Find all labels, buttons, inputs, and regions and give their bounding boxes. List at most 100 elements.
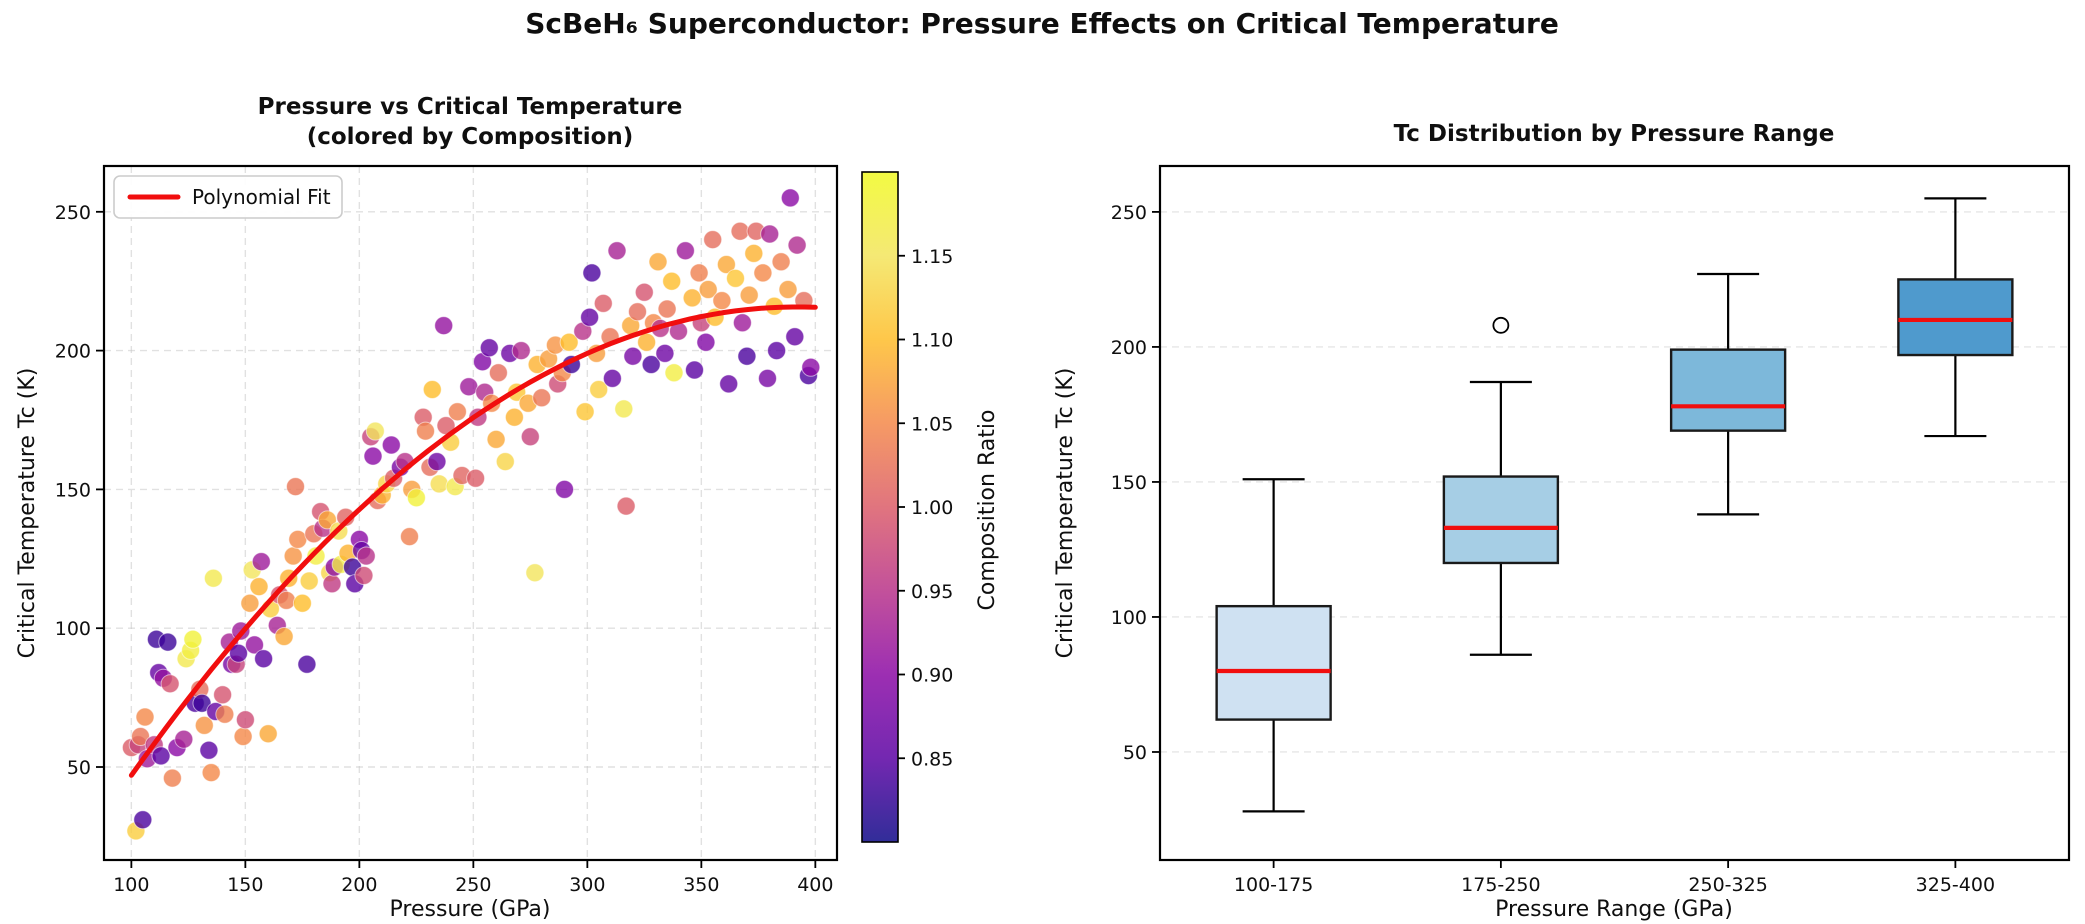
scatter-point	[719, 374, 739, 394]
scatter-point	[657, 299, 677, 319]
scatter-point	[495, 452, 515, 472]
scatter-point	[664, 363, 684, 383]
y-tick-label: 250	[1111, 202, 1147, 224]
scatter-points	[121, 188, 821, 841]
scatter-point	[183, 629, 203, 649]
scatter-point	[504, 407, 524, 427]
box-175-250	[1442, 316, 1560, 656]
scatter-point	[696, 332, 716, 352]
x-tick-label: 250	[455, 874, 491, 896]
colorbar-tick-label: 0.95	[911, 581, 953, 603]
y-tick-label: 250	[55, 202, 91, 224]
scatter-point	[737, 346, 757, 366]
colorbar-tick-label: 0.85	[911, 748, 953, 770]
scatter-point	[486, 429, 506, 449]
scatter-point	[778, 280, 798, 299]
scatter-point	[479, 338, 499, 358]
scatter-point	[286, 477, 305, 497]
scatter-point	[637, 332, 657, 352]
x-tick-label: 100	[113, 874, 149, 896]
scatter-point	[771, 252, 791, 272]
box-250-325	[1669, 272, 1787, 516]
scatter-point	[648, 252, 668, 272]
scatter-point	[245, 635, 264, 655]
scatter-point	[299, 571, 319, 591]
box-325-400	[1897, 197, 2014, 438]
scatter-point	[767, 341, 787, 361]
scatter-point	[151, 746, 171, 766]
scatter-point	[593, 293, 613, 313]
scatter-point	[400, 527, 419, 547]
x-tick-label: 175-250	[1461, 874, 1540, 896]
scatter-point	[726, 268, 745, 288]
scatter-point	[251, 552, 271, 572]
scatter-point	[240, 593, 260, 613]
scatter-point	[634, 282, 654, 302]
scatter-point	[199, 740, 219, 760]
scatter-point	[732, 313, 752, 333]
scatter-point	[801, 357, 821, 377]
left-plot-title-line2: (colored by Composition)	[307, 124, 634, 150]
left-plot-title-line1: Pressure vs Critical Temperature	[258, 94, 683, 120]
x-tick-label: 200	[341, 874, 377, 896]
scatter-point	[356, 546, 376, 566]
scatter-point	[429, 474, 449, 494]
scatter-point	[623, 346, 643, 366]
scatter-point	[201, 763, 221, 783]
y-tick-label: 50	[67, 757, 91, 779]
scatter-point	[254, 649, 274, 669]
scatter-point	[233, 727, 253, 746]
scatter-point	[655, 343, 675, 363]
scatter-point	[174, 729, 194, 749]
x-tick-label: 150	[227, 874, 263, 896]
colorbar-tick-label: 1.00	[911, 497, 953, 519]
legend-label: Polynomial Fit	[192, 185, 331, 209]
scatter-point	[363, 446, 383, 466]
x-tick-label: 325-400	[1916, 874, 1995, 896]
scatter-point	[162, 768, 182, 788]
scatter-point	[602, 368, 622, 388]
boxplot-subplot: 50 100 150 200 250 100-175 175-250 250-325 325-4…	[1111, 164, 2071, 896]
scatter-point	[739, 285, 759, 305]
x-tick-label: 400	[797, 874, 833, 896]
scatter-point	[703, 230, 723, 250]
scatter-point	[194, 715, 214, 735]
y-tick-label: 200	[1111, 337, 1147, 359]
scatter-point	[466, 468, 486, 488]
scatter-point	[575, 402, 595, 422]
scatter-point	[525, 563, 545, 583]
scatter-point	[354, 566, 374, 585]
scatter-point	[744, 243, 764, 263]
legend: Polynomial Fit	[113, 175, 343, 219]
scatter-point	[459, 377, 479, 397]
scatter-point	[292, 593, 312, 613]
scatter-point	[662, 271, 682, 291]
scatter-point	[427, 452, 447, 472]
scatter-point	[317, 510, 337, 530]
scatter-point	[532, 388, 552, 408]
scatter-point	[607, 241, 627, 261]
figure-title: ScBeH₆ Superconductor: Pressure Effects …	[525, 7, 1559, 40]
y-tick-label: 100	[55, 618, 91, 640]
scatter-point	[785, 327, 805, 347]
scatter-point	[614, 399, 634, 419]
scatter-point	[322, 574, 342, 594]
colorbar-tick-label: 1.10	[911, 330, 953, 352]
colorbar-tick-label: 1.05	[911, 413, 953, 435]
box-100-175	[1215, 478, 1332, 813]
scatter-point	[160, 674, 180, 694]
scatter-point	[365, 421, 385, 441]
left-axes-frame	[102, 164, 839, 862]
y-tick-label: 150	[1111, 472, 1147, 494]
scatter-point	[787, 235, 807, 255]
scatter-point	[276, 590, 296, 610]
x-tick-label: 300	[569, 874, 605, 896]
scatter-point	[753, 263, 773, 283]
scatter-point	[297, 654, 317, 674]
scatter-point	[689, 263, 709, 283]
y-tick-label: 150	[55, 479, 91, 501]
scatter-point	[555, 479, 574, 499]
scatter-point	[712, 291, 732, 311]
scatter-point	[131, 727, 150, 746]
scatter-point	[213, 685, 233, 705]
